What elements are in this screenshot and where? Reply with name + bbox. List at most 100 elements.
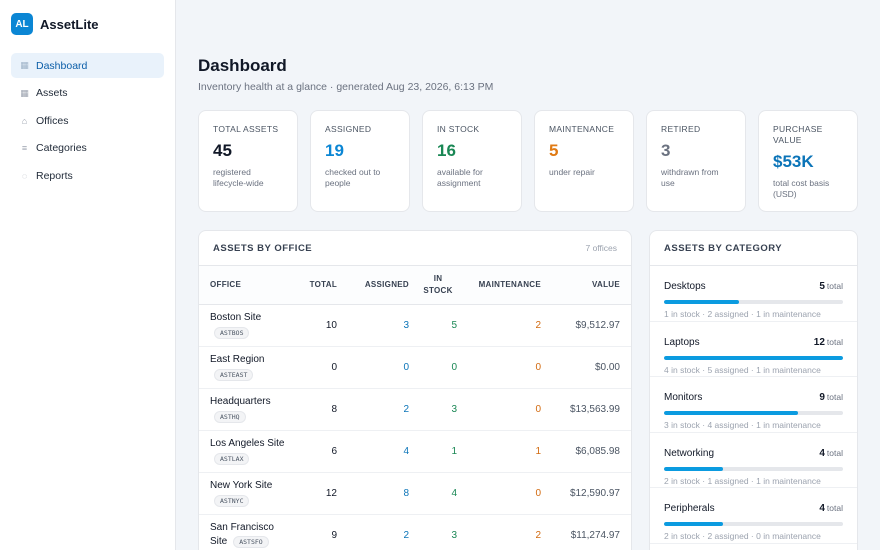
category-progress-track	[664, 300, 843, 304]
office-assigned: 3	[337, 304, 409, 347]
col-in-stock[interactable]: IN STOCK	[409, 266, 457, 305]
office-name[interactable]: San Francisco	[210, 522, 274, 533]
office-value: $12,590.97	[541, 472, 631, 515]
category-progress-track	[664, 522, 843, 526]
office-value: $0.00	[541, 346, 631, 389]
table-row[interactable]: Headquarters ASTHQ 8 2 3 0 $13,563.99	[199, 388, 631, 431]
office-maintenance: 1	[457, 430, 541, 473]
office-in-stock: 1	[409, 430, 457, 473]
category-item-networking[interactable]: Networking 4 total 2 in stock · 1 assigned …	[650, 433, 857, 488]
brand[interactable]: AL AssetLite	[0, 0, 175, 48]
stat-value: 19	[325, 141, 344, 160]
sidebar-item-label: Reports	[36, 169, 73, 182]
stat-card-maintenance: MAINTENANCE 5 under repair	[534, 110, 634, 212]
category-progress-fill	[664, 300, 740, 304]
table-row[interactable]: Boston Site ASTBOS 10 3 5 2 $9,512.97	[199, 304, 631, 347]
category-progress-track	[664, 355, 843, 360]
sidebar: AL AssetLite ▦ Dashboard ▦ Assets ⌂ Offices ≡ C…	[0, 0, 176, 550]
office-cell: New York Site ASTNYC	[199, 472, 291, 515]
col-maintenance[interactable]: MAINTENANCE	[457, 266, 541, 305]
office-name[interactable]: Headquarters	[210, 396, 271, 407]
office-name[interactable]: New York Site	[210, 480, 273, 491]
sidebar-item-reports[interactable]: ◌ Reports	[11, 163, 164, 188]
office-name[interactable]: Los Angeles Site	[210, 438, 285, 449]
office-name-cont[interactable]: Site	[210, 536, 228, 547]
office-in-stock: 5	[409, 304, 457, 347]
sidebar-item-assets[interactable]: ▦ Assets	[11, 81, 164, 106]
sidebar-item-label: Categories	[36, 142, 87, 154]
category-item-monitors[interactable]: Monitors 9 total 3 in stock · 4 assigned · …	[650, 377, 857, 433]
offices-table: OFFICE TOTAL ASSIGNED IN STOCK MAINTENAN…	[199, 266, 631, 550]
category-progress-fill	[664, 466, 724, 471]
office-assigned: 2	[337, 388, 409, 431]
category-breakdown: 2 in stock · 2 assigned · 0 in maintenan…	[664, 531, 821, 541]
office-code-badge: ASTBOS	[214, 327, 250, 339]
office-value: $9,512.97	[541, 304, 631, 347]
category-item-desktops[interactable]: Desktops 5 total 1 in stock · 2 assigned · …	[650, 266, 857, 322]
office-in-stock: 4	[409, 472, 457, 515]
table-row[interactable]: East Region ASTEAST 0 0 0 0 $0.00	[199, 346, 631, 389]
sidebar-item-dashboard[interactable]: ▦ Dashboard	[11, 53, 164, 78]
category-progress-fill	[664, 522, 724, 526]
office-maintenance: 2	[457, 514, 541, 550]
stat-description: withdrawn from use	[661, 167, 719, 188]
page-title: Dashboard	[198, 56, 287, 75]
category-name: Desktops	[664, 281, 706, 292]
office-total: 10	[291, 304, 337, 347]
col-assigned[interactable]: ASSIGNED	[337, 266, 409, 305]
stat-label: ASSIGNED	[325, 124, 372, 134]
stat-value: $53K	[773, 152, 814, 171]
office-code-badge: ASTLAX	[214, 453, 250, 465]
table-header-row: OFFICE TOTAL ASSIGNED IN STOCK MAINTENAN…	[199, 266, 631, 305]
grid-icon: ▦	[20, 60, 29, 70]
page-subtitle: Inventory health at a glance · generated…	[198, 81, 494, 93]
brand-logo: AL	[11, 13, 33, 35]
office-total: 9	[291, 514, 337, 550]
sidebar-item-categories[interactable]: ≡ Categories	[11, 136, 164, 161]
category-header: Laptops 12 total	[664, 332, 843, 350]
office-name[interactable]: East Region	[210, 354, 265, 365]
office-value: $6,085.98	[541, 430, 631, 473]
office-cell: San Francisco Site ASTSFO	[199, 514, 291, 550]
office-maintenance: 2	[457, 304, 541, 347]
stat-value: 3	[661, 141, 671, 160]
office-maintenance: 0	[457, 388, 541, 431]
office-total: 6	[291, 430, 337, 473]
stat-label: MAINTENANCE	[549, 124, 615, 134]
category-total: 5 total	[819, 276, 843, 294]
category-total-suffix: total	[826, 447, 843, 458]
table-row[interactable]: San Francisco Site ASTSFO 9 2 3 2 $11,274.97	[199, 514, 631, 550]
category-header: Monitors 9 total	[664, 387, 843, 405]
category-item-laptops[interactable]: Laptops 12 total 4 in stock · 5 assigned · …	[650, 322, 857, 377]
panel-header: ASSETS BY CATEGORY	[650, 231, 857, 266]
office-cell: Los Angeles Site ASTLAX	[199, 430, 291, 473]
stat-description: registered lifecycle-wide	[213, 167, 264, 188]
office-in-stock: 0	[409, 346, 457, 389]
category-total-value: 9	[819, 392, 825, 403]
col-value[interactable]: VALUE	[541, 266, 631, 305]
table-row[interactable]: Los Angeles Site ASTLAX 6 4 1 1 $6,085.98	[199, 430, 631, 473]
stat-card-in-stock: IN STOCK 16 available for assignment	[422, 110, 522, 212]
office-code-badge: ASTNYC	[214, 495, 250, 507]
office-total: 12	[291, 472, 337, 515]
col-total[interactable]: TOTAL	[291, 266, 337, 305]
panel-header: ASSETS BY OFFICE 7 offices	[199, 231, 631, 266]
category-header: Desktops 5 total	[664, 276, 843, 294]
col-office[interactable]: OFFICE	[199, 266, 291, 305]
office-cell: East Region ASTEAST	[199, 346, 291, 389]
office-assigned: 2	[337, 514, 409, 550]
sidebar-nav: ▦ Dashboard ▦ Assets ⌂ Offices ≡ Categories ◌ Rep…	[0, 53, 175, 188]
category-total-suffix: total	[826, 281, 843, 291]
chart-icon: ◌	[21, 170, 28, 181]
office-name[interactable]: Boston Site	[210, 312, 262, 323]
office-total: 8	[291, 388, 337, 431]
home-icon: ⌂	[21, 115, 28, 126]
office-code-badge: ASTHQ	[214, 411, 246, 423]
stat-value: 5	[549, 141, 559, 160]
office-cell: Boston Site ASTBOS	[199, 304, 291, 347]
category-item-peripherals[interactable]: Peripherals 4 total 2 in stock · 2 assigned…	[650, 488, 857, 544]
sidebar-item-offices[interactable]: ⌂ Offices	[11, 108, 164, 133]
col-in-stock-label: IN STOCK	[423, 273, 453, 295]
category-total-suffix: total	[826, 503, 843, 513]
table-row[interactable]: New York Site ASTNYC 12 8 4 0 $12,590.97	[199, 472, 631, 515]
